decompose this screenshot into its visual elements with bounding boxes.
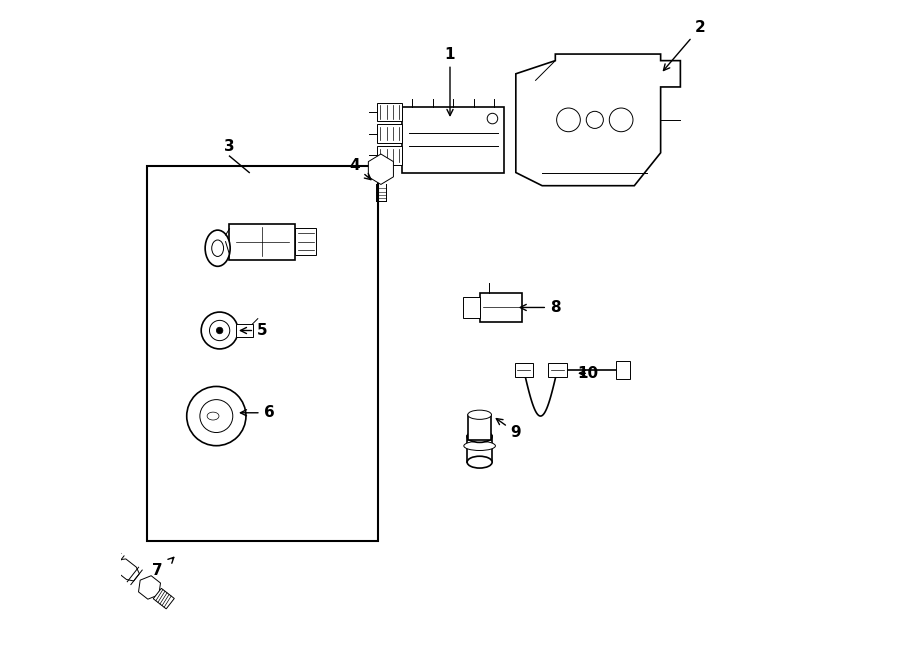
Text: 4: 4 [349, 159, 371, 180]
Polygon shape [368, 154, 393, 184]
Bar [402, 106, 504, 173]
Ellipse shape [467, 456, 492, 468]
Text: 3: 3 [224, 139, 235, 154]
Circle shape [210, 321, 230, 340]
Text: 5: 5 [240, 323, 267, 338]
Text: 10: 10 [578, 366, 599, 381]
Text: 2: 2 [663, 20, 706, 71]
Ellipse shape [207, 412, 219, 420]
Polygon shape [115, 559, 140, 581]
Ellipse shape [205, 230, 230, 266]
Polygon shape [516, 54, 680, 186]
Bar [377, 146, 402, 165]
Bar [148, 166, 378, 541]
Polygon shape [139, 576, 160, 599]
Circle shape [186, 387, 246, 446]
Text: 7: 7 [152, 563, 162, 578]
Polygon shape [109, 555, 117, 563]
Circle shape [202, 312, 238, 349]
Text: 1: 1 [445, 46, 455, 116]
Circle shape [216, 327, 223, 334]
Bar [616, 361, 630, 379]
Bar [515, 363, 533, 377]
Bar [480, 293, 522, 323]
Ellipse shape [212, 240, 223, 256]
Bar [377, 124, 402, 143]
Text: 6: 6 [240, 405, 274, 420]
Bar [464, 297, 480, 318]
Circle shape [200, 400, 233, 432]
Circle shape [586, 111, 603, 128]
Bar [548, 363, 566, 377]
Text: 8: 8 [520, 300, 561, 315]
Circle shape [556, 108, 581, 132]
Bar [377, 102, 402, 121]
Circle shape [609, 108, 633, 132]
Text: 9: 9 [496, 418, 521, 440]
Bar [468, 414, 491, 440]
Ellipse shape [464, 442, 495, 451]
Polygon shape [153, 588, 175, 609]
Ellipse shape [468, 410, 491, 419]
Bar [230, 223, 295, 260]
Bar [236, 324, 253, 337]
Circle shape [487, 113, 498, 124]
Bar [295, 229, 317, 254]
Ellipse shape [467, 430, 492, 442]
